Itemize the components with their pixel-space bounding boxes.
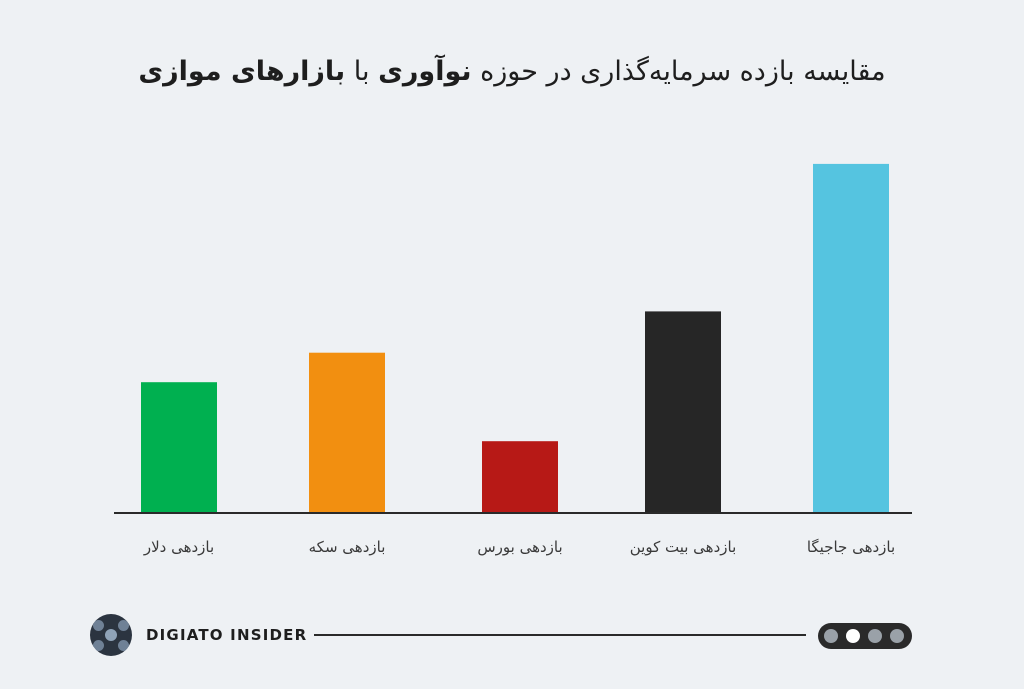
bar-4 [645, 311, 721, 512]
pager-dot-2 [846, 629, 860, 643]
digiato-logo-icon [90, 614, 132, 656]
category-label-3: بازدهی بورس [477, 538, 562, 556]
pager-dot-1 [824, 629, 838, 643]
category-label-2: بازدهی سکه [309, 538, 386, 556]
category-label-1: بازدهی دلار [143, 538, 214, 556]
bar-3 [482, 441, 558, 512]
title-part-1: مقایسه بازده سرمایه‌گذاری در حوزه [480, 56, 886, 87]
bar-1 [141, 382, 217, 512]
footer-divider [314, 634, 806, 636]
title-part-2: با [353, 56, 370, 87]
category-label-4: بازدهی بیت کوین [630, 538, 737, 556]
title-bold-2: بازارهای موازی [138, 56, 346, 87]
brand-name: DIGIATO INSIDER [146, 626, 308, 644]
pager-dot-3 [868, 629, 882, 643]
pager-dots [818, 623, 912, 649]
bar-5 [813, 163, 889, 512]
pager-dot-4 [890, 629, 904, 643]
category-label-5: بازدهی جاجیگا [807, 538, 895, 556]
bar-2 [309, 352, 385, 512]
chart-title: مقایسه بازده سرمایه‌گذاری در حوزه نوآوری… [0, 56, 1024, 87]
title-bold-1: نوآوری [378, 56, 472, 87]
